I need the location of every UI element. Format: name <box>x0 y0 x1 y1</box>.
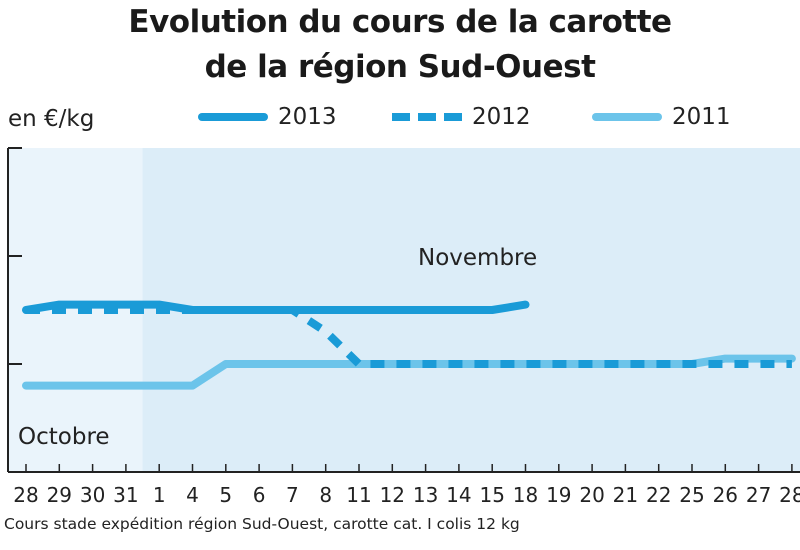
x-tick-label-10: 11 <box>346 483 371 507</box>
x-tick-label-17: 20 <box>579 483 604 507</box>
legend-swatch-2012 <box>392 113 462 121</box>
x-tick-label-23: 28 <box>779 483 800 507</box>
legend-label-2013: 2013 <box>278 104 337 130</box>
period-label-november: Novembre <box>418 245 537 271</box>
x-tick-label-11: 12 <box>380 483 405 507</box>
x-tick-label-6: 5 <box>219 483 232 507</box>
x-tick-label-3: 31 <box>113 483 138 507</box>
legend-item-2013: 2013 <box>198 104 337 130</box>
x-tick-label-19: 22 <box>646 483 671 507</box>
x-tick-label-2: 30 <box>80 483 105 507</box>
x-tick-label-7: 6 <box>253 483 266 507</box>
x-tick-label-4: 1 <box>153 483 166 507</box>
series-line-2013 <box>22 300 530 314</box>
legend-swatch-2013 <box>198 113 268 121</box>
x-tick-label-14: 15 <box>479 483 504 507</box>
legend-label-2011: 2011 <box>672 104 731 130</box>
x-tick-label-0: 28 <box>13 483 38 507</box>
legend-item-2012: 2012 <box>392 104 531 130</box>
x-tick-label-16: 19 <box>546 483 571 507</box>
x-tick-label-12: 13 <box>413 483 438 507</box>
legend-label-2012: 2012 <box>472 104 531 130</box>
x-tick-label-18: 21 <box>613 483 638 507</box>
x-tick-label-9: 8 <box>319 483 332 507</box>
y-axis-unit-label: en €/kg <box>8 106 95 132</box>
x-tick-label-22: 27 <box>746 483 771 507</box>
x-tick-label-13: 14 <box>446 483 471 507</box>
period-label-october: Octobre <box>18 424 110 450</box>
x-tick-label-15: 18 <box>513 483 538 507</box>
x-tick-label-8: 7 <box>286 483 299 507</box>
x-tick-label-21: 26 <box>713 483 738 507</box>
legend-item-2011: 2011 <box>592 104 731 130</box>
series-line-2012 <box>26 306 792 368</box>
x-tick-label-20: 25 <box>679 483 704 507</box>
chart-title-line2: de la région Sud-Ouest <box>204 49 596 85</box>
footnote: Cours stade expédition région Sud-Ouest,… <box>4 515 520 533</box>
x-tick-label-5: 4 <box>186 483 199 507</box>
chart-title-line1: Evolution du cours de la carotte <box>128 4 672 40</box>
legend-swatch-2011 <box>592 113 662 121</box>
x-tick-label-1: 29 <box>47 483 72 507</box>
